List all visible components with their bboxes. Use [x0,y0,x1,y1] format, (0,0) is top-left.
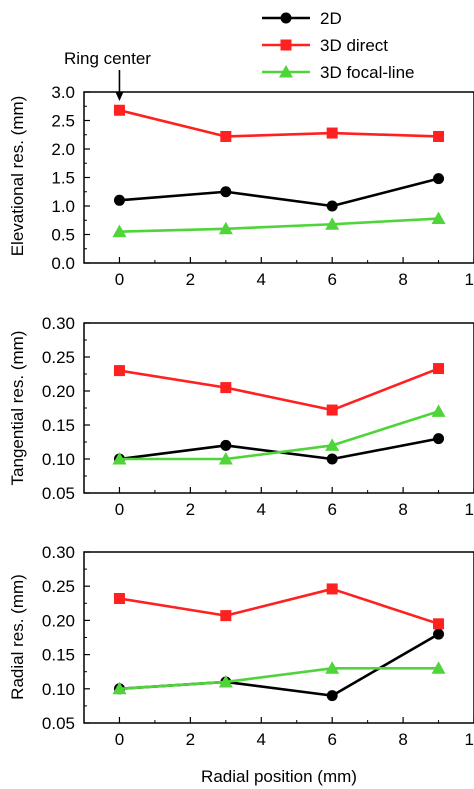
x-tick-label: 2 [186,270,195,289]
x-tick-label: 10 [465,730,474,749]
data-point-2d [220,439,232,451]
y-tick-label: 0.05 [42,714,75,733]
data-point-3d-direct [220,610,232,622]
y-tick-label: 1.0 [51,197,75,216]
y-axis-label: Tangential res. (mm) [8,331,27,486]
x-tick-label: 10 [465,270,474,289]
panel-elevational-resolution: 0 2 4 6 8 10 0.0 0.5 1.0 1.5 2.0 2.5 3.0 Elevational … [8,9,474,289]
data-point-3d-focal-line [218,452,233,465]
series-line-3d-direct [119,367,440,412]
y-tick-label: 1.5 [51,169,75,188]
y-tick-label: 0.25 [42,348,75,367]
data-point-3d-direct [326,127,338,139]
legend-marker-2d [280,12,292,24]
x-tick-label: 4 [257,500,266,519]
data-point-2d [326,690,338,702]
ring-center-annotation: Ring center [64,49,151,68]
y-tick-label: 0.30 [42,314,75,333]
series-line-3d-focal-line [119,666,439,691]
panel-tangential-resolution: 0 2 4 6 8 10 0.05 0.10 0.15 0.20 0.25 0.30 Tangentia… [8,314,474,519]
x-tick-label: 6 [327,500,336,519]
x-tick-label: 4 [257,730,266,749]
data-point-2d [433,173,445,185]
x-tick-label: 0 [115,500,124,519]
y-tick-label: 0.10 [42,680,75,699]
data-point-3d-focal-line [431,661,446,674]
panel-radial-resolution: 0 2 4 6 8 10 0.05 0.10 0.15 0.20 0.25 0.30 Radial re… [8,543,474,786]
data-point-3d-focal-line [112,452,127,465]
data-point-3d-direct [113,104,125,116]
y-tick-label: 2.0 [51,140,75,159]
y-tick-label: 0.20 [42,611,75,630]
series-line-3d-direct [119,587,439,626]
series-line-3d-focal-line [119,410,439,461]
data-point-3d-focal-line [218,221,233,235]
data-point-3d-direct [433,618,445,630]
data-point-3d-focal-line [325,217,340,230]
data-point-3d-focal-line [112,681,127,695]
data-point-2d [113,194,125,206]
data-point-3d-direct [433,363,445,375]
y-tick-label: 0.25 [42,577,75,596]
data-point-2d [433,433,445,445]
legend: 2D 3D direct 3D focal-line [262,9,415,82]
data-point-2d [433,628,445,640]
y-tick-label: 0.20 [42,382,75,401]
data-point-3d-focal-line [112,224,127,238]
x-tick-label: 10 [465,500,474,519]
y-axis-label: Radial res. (mm) [8,574,27,700]
data-point-3d-focal-line [431,211,446,225]
y-tick-label: 0.15 [42,416,75,435]
legend-label-2d: 2D [320,9,342,28]
data-point-2d [220,186,232,198]
data-point-2d [326,453,338,465]
y-tick-label: 0.0 [51,254,75,273]
data-point-3d-focal-line [431,404,446,417]
x-tick-label: 0 [115,730,124,749]
y-tick-label: 0.05 [42,484,75,503]
annotation-arrow-head [115,92,124,101]
series-line-3d-focal-line [119,217,439,233]
data-point-3d-direct [220,130,232,142]
legend-marker-3d-direct [280,39,292,51]
y-tick-label: 0.5 [51,226,75,245]
data-point-3d-direct [326,583,338,595]
data-point-3d-direct [326,404,338,416]
plot-frame [83,91,474,264]
x-tick-label: 8 [398,730,407,749]
plot-frame [83,322,474,494]
y-tick-label: 0.10 [42,450,75,469]
data-point-3d-focal-line [325,438,340,451]
x-tick-label: 2 [186,730,195,749]
data-point-3d-focal-line [325,661,340,674]
data-point-3d-direct [433,130,445,142]
data-point-3d-direct [220,382,232,394]
y-tick-label: 2.5 [51,112,75,131]
data-point-3d-focal-line [218,674,233,688]
y-axis-label: Elevational res. (mm) [8,96,27,257]
legend-label-3d-direct: 3D direct [320,36,388,55]
x-tick-label: 6 [327,270,336,289]
series-line-3d-direct [119,108,439,138]
data-point-3d-direct [113,593,125,605]
x-axis-label: Radial position (mm) [201,767,357,786]
data-point-3d-direct [113,365,125,377]
x-tick-label: 0 [115,270,124,289]
y-tick-label: 3.0 [51,83,75,102]
x-tick-label: 2 [186,500,195,519]
x-tick-label: 4 [257,270,266,289]
x-tick-label: 8 [398,270,407,289]
y-tick-label: 0.15 [42,646,75,665]
data-point-2d [326,200,338,212]
x-tick-label: 6 [327,730,336,749]
plot-frame [83,551,474,724]
series-line-2d [119,177,439,208]
y-tick-label: 0.30 [42,543,75,562]
x-tick-label: 8 [398,500,407,519]
legend-label-3d-focal-line: 3D focal-line [320,63,415,82]
series-line-2d [119,437,439,461]
legend-marker-3d-focal-line [279,65,293,78]
